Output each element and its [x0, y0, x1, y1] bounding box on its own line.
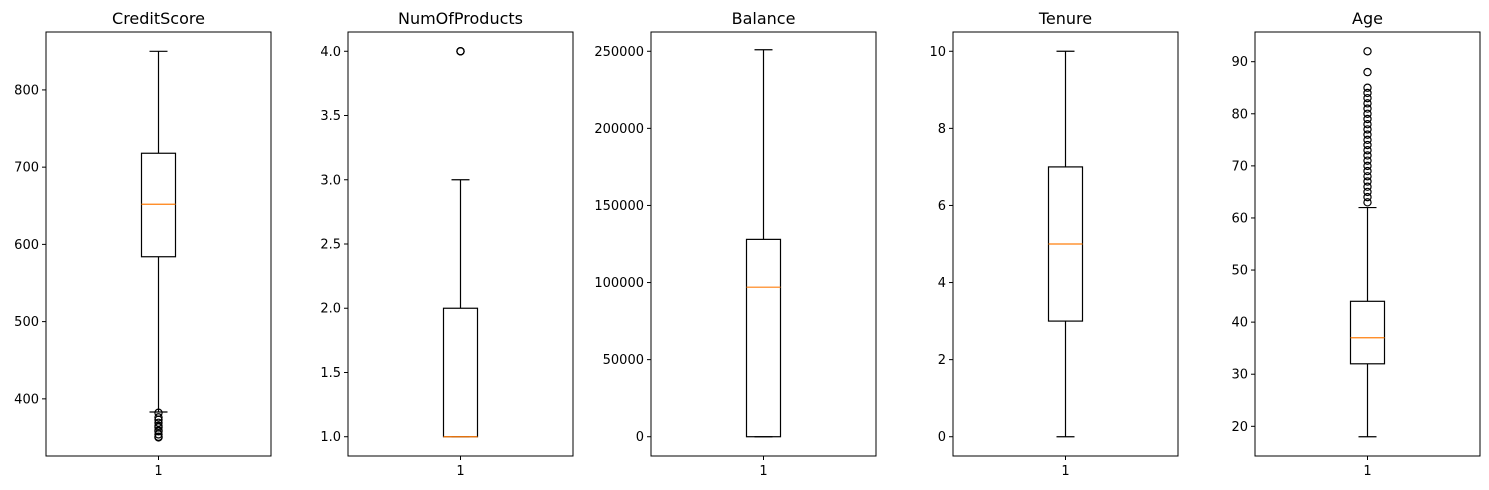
- outlier-point-creditscore: [154, 430, 163, 439]
- outlier-point-creditscore: [154, 413, 163, 422]
- outlier-point-age: [1363, 88, 1372, 98]
- y-tick-label-numofproducts: 3.0: [320, 173, 341, 188]
- y-tick-label-numofproducts: 1.0: [320, 430, 341, 445]
- y-tick-label-tenure: 8: [938, 122, 946, 137]
- y-tick-label-numofproducts: 2.0: [320, 302, 341, 317]
- y-tick-label-tenure: 10: [929, 45, 946, 60]
- y-tick-label-creditscore: 400: [14, 392, 39, 407]
- outlier-point-age: [1363, 192, 1372, 202]
- y-tick-label-tenure: 0: [938, 430, 946, 445]
- y-tick-label-age: 60: [1231, 211, 1248, 226]
- outlier-point-age: [1363, 140, 1372, 150]
- x-tick-label-balance: 1: [759, 464, 767, 479]
- outlier-point-age: [1363, 99, 1372, 108]
- y-tick-label-tenure: 6: [938, 199, 946, 214]
- outlier-point-age: [1363, 130, 1372, 139]
- y-tick-label-creditscore: 600: [14, 238, 39, 253]
- outlier-point-age: [1363, 135, 1372, 145]
- y-tick-label-age: 50: [1231, 264, 1248, 279]
- outlier-point-age: [1363, 151, 1372, 160]
- chart-title-age: Age: [1352, 9, 1383, 28]
- y-tick-label-creditscore: 500: [14, 315, 39, 330]
- y-tick-label-tenure: 4: [938, 276, 946, 291]
- outlier-point-age: [1363, 109, 1372, 118]
- x-tick-label-numofproducts: 1: [456, 464, 464, 479]
- y-tick-label-tenure: 2: [938, 353, 946, 368]
- outlier-point-age: [1363, 146, 1372, 155]
- outlier-point-age: [1363, 172, 1372, 181]
- chart-title-creditscore: CreditScore: [112, 9, 205, 28]
- x-tick-label-age: 1: [1363, 464, 1371, 479]
- outlier-point-age: [1363, 93, 1372, 103]
- y-tick-label-balance: 0: [636, 430, 644, 445]
- outlier-point-creditscore: [154, 427, 163, 436]
- outlier-point-age: [1363, 67, 1372, 77]
- outlier-point-age: [1363, 182, 1372, 191]
- chart-title-balance: Balance: [732, 9, 796, 28]
- box-age: [1349, 300, 1386, 365]
- y-tick-label-balance: 50000: [603, 353, 644, 368]
- y-tick-label-numofproducts: 4.0: [320, 45, 341, 60]
- box-balance: [745, 238, 782, 438]
- outlier-point-age: [1363, 177, 1372, 186]
- x-tick-label-creditscore: 1: [154, 464, 162, 479]
- y-tick-label-numofproducts: 2.5: [320, 238, 341, 253]
- outlier-point-age: [1363, 114, 1372, 124]
- chart-title-tenure: Tenure: [1038, 9, 1092, 28]
- outlier-point-age: [1363, 83, 1372, 92]
- outlier-point-creditscore: [154, 433, 163, 442]
- y-tick-label-balance: 250000: [594, 45, 644, 60]
- outlier-point-age: [1363, 156, 1372, 165]
- box-numofproducts: [442, 307, 479, 438]
- outlier-point-age: [1363, 125, 1372, 134]
- box-creditscore: [140, 152, 177, 258]
- outlier-point-age: [1363, 104, 1372, 113]
- y-tick-label-age: 40: [1231, 316, 1248, 331]
- y-tick-label-balance: 200000: [594, 122, 644, 137]
- outlier-point-age: [1363, 198, 1372, 207]
- y-tick-label-numofproducts: 1.5: [320, 366, 341, 381]
- chart-title-numofproducts: NumOfProducts: [398, 9, 523, 28]
- x-tick-label-tenure: 1: [1061, 464, 1069, 479]
- y-tick-label-creditscore: 800: [14, 83, 39, 98]
- outlier-point-age: [1363, 187, 1372, 197]
- y-tick-label-age: 90: [1231, 55, 1248, 70]
- y-tick-label-age: 70: [1231, 159, 1248, 174]
- y-tick-label-age: 30: [1231, 368, 1248, 383]
- y-tick-label-age: 80: [1231, 107, 1248, 122]
- outlier-point-age: [1363, 119, 1372, 129]
- outlier-point-age: [1363, 166, 1372, 176]
- outlier-point-age: [1363, 47, 1372, 56]
- outlier-point-numofproducts: [456, 47, 465, 56]
- outlier-point-age: [1363, 161, 1372, 171]
- y-tick-label-numofproducts: 3.5: [320, 109, 341, 124]
- y-tick-label-balance: 150000: [594, 199, 644, 214]
- y-tick-label-creditscore: 700: [14, 161, 39, 176]
- y-tick-label-balance: 100000: [594, 276, 644, 291]
- y-tick-label-age: 20: [1231, 420, 1248, 435]
